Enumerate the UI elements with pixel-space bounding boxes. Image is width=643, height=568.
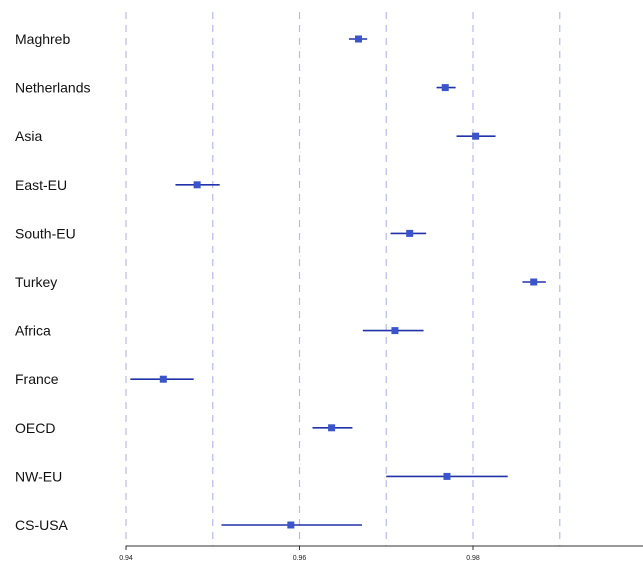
x-tick-label: 0.96 — [293, 555, 307, 562]
x-tick-label: 0.94 — [119, 555, 133, 562]
category-label: East-EU — [15, 177, 67, 193]
point-estimate — [328, 424, 336, 432]
x-axis: 0.94 0.96 0.98 — [119, 545, 643, 562]
category-label: Turkey — [15, 274, 57, 290]
category-label: NW-EU — [15, 468, 62, 484]
point-estimate — [354, 35, 362, 43]
point-estimate — [391, 327, 399, 335]
point-estimate — [441, 84, 449, 92]
gridlines — [125, 12, 561, 546]
estimates — [130, 35, 546, 529]
category-label: OECD — [15, 420, 55, 436]
point-estimate — [443, 472, 451, 480]
category-label: Africa — [15, 323, 51, 339]
point-estimate — [193, 181, 201, 189]
category-label: CS-USA — [15, 517, 69, 533]
point-estimate — [159, 375, 167, 383]
category-label: South-EU — [15, 225, 76, 241]
point-estimate — [287, 521, 295, 529]
category-labels: Maghreb Netherlands Asia East-EU South-EU Tur… — [15, 31, 91, 533]
category-label: Netherlands — [15, 80, 91, 96]
category-label: France — [15, 371, 59, 387]
category-label: Maghreb — [15, 31, 70, 47]
point-estimate — [472, 132, 480, 140]
x-tick-label: 0.98 — [466, 555, 480, 562]
category-label: Asia — [15, 128, 42, 144]
point-estimate — [530, 278, 538, 286]
point-estimate — [406, 229, 414, 237]
